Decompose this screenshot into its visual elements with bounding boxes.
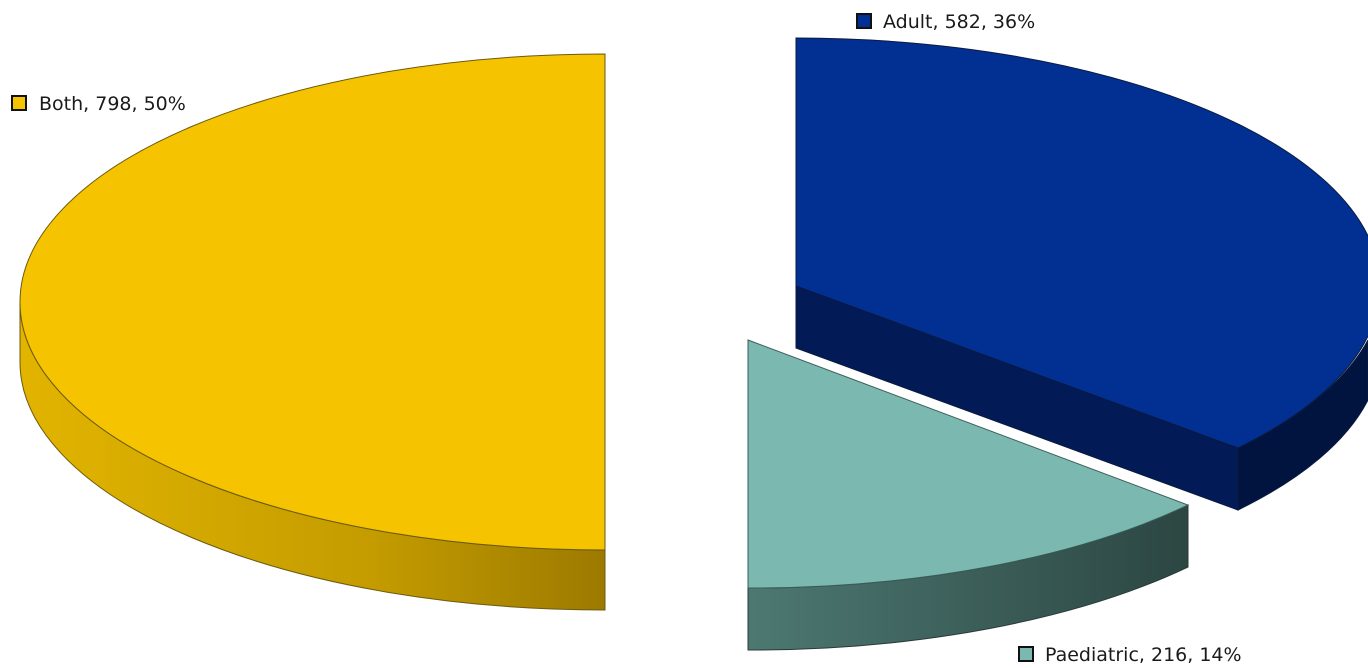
- label-adult: Adult, 582, 36%: [856, 11, 1035, 33]
- data-label-adult: Adult, 582, 36%: [883, 11, 1035, 33]
- slice-adult-top: [795, 37, 1368, 449]
- label-both: Both, 798, 50%: [11, 93, 186, 115]
- slice-paediatric-top: [747, 339, 1190, 589]
- data-label-both: Both, 798, 50%: [39, 93, 186, 115]
- label-paediatric: Paediatric, 216, 14%: [1018, 644, 1242, 666]
- data-label-paediatric: Paediatric, 216, 14%: [1045, 644, 1242, 666]
- slice-adult[interactable]: [795, 37, 1368, 511]
- slice-both[interactable]: [19, 53, 606, 611]
- legend-swatch-paediatric: [1018, 646, 1034, 662]
- slice-both-top: [19, 53, 606, 551]
- legend-swatch-both: [11, 95, 27, 111]
- legend-swatch-adult: [856, 13, 872, 29]
- slice-paediatric[interactable]: [747, 339, 1190, 651]
